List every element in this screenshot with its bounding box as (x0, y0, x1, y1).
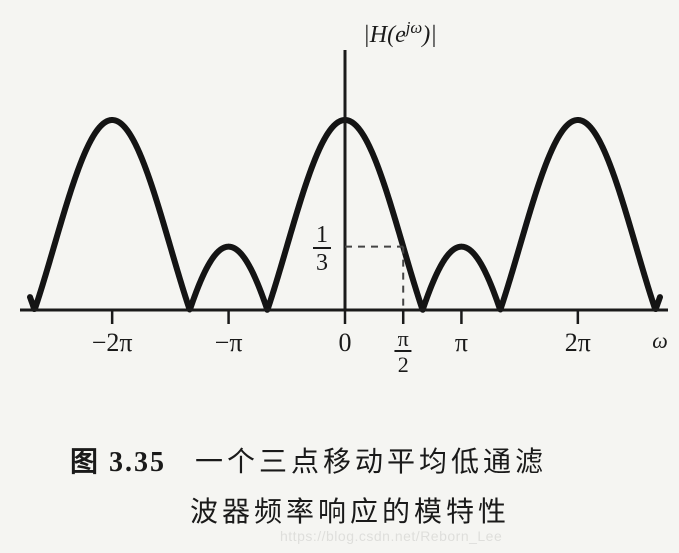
figure-caption-line2: 波器频率响应的模特性 (190, 490, 510, 530)
figure-caption-line1: 图 3.35 一个三点移动平均低通滤 (70, 440, 547, 480)
x-tick-label: π (455, 328, 468, 358)
x-tick-label: 2π (565, 328, 591, 358)
x-tick-label: 0 (339, 328, 352, 358)
watermark-text: https://blog.csdn.net/Reborn_Lee (280, 528, 502, 544)
x-tick-label: −π (215, 328, 243, 358)
y-tick-one-third: 13 (313, 223, 331, 275)
caption-text-1: 一个三点移动平均低通滤 (195, 447, 547, 478)
figure-container: { "chart": { "type": "line", "background… (0, 0, 679, 553)
x-axis-omega-label: ω (652, 328, 668, 354)
y-axis-title: |H(ejω)| (300, 18, 500, 49)
x-tick-label: π2 (395, 328, 412, 376)
figure-number: 图 3.35 (70, 447, 166, 478)
x-tick-label: −2π (92, 328, 133, 358)
